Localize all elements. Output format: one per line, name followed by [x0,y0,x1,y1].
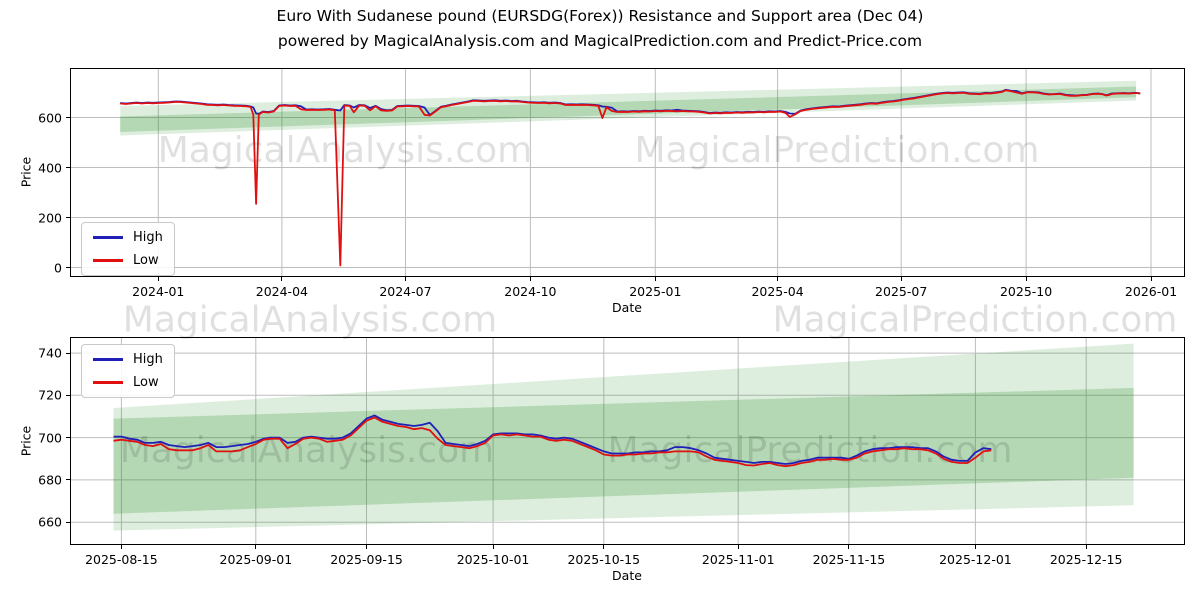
overview-legend: High Low [81,222,175,276]
figure-title: Euro With Sudanese pound (EURSDG(Forex))… [276,7,924,25]
x-tick-label: 2024-07 [379,284,432,299]
x-tick-mark [603,545,605,549]
y-tick-mark [66,267,70,268]
bottom-x-axis-label: Date [612,568,642,583]
high-line-swatch [93,358,123,361]
legend-label-high: High [133,352,163,367]
y-tick-label: 0 [54,260,62,275]
inner-band [120,86,1137,132]
y-tick-label: 200 [38,210,62,225]
x-tick-mark [737,545,739,549]
low-line-swatch [93,381,123,384]
y-tick-mark [66,479,70,481]
x-tick-label: 2024-10 [504,284,557,299]
x-tick-label: 2024-04 [255,284,308,299]
x-tick-label: 2025-10 [999,284,1053,299]
x-tick-label: 2025-01 [629,284,682,299]
y-tick-mark [66,167,70,168]
x-tick-mark [281,277,283,281]
y-tick-label: 400 [38,160,62,175]
x-tick-label: 2025-11-01 [701,552,775,567]
x-tick-label: 2025-12-01 [939,552,1012,567]
x-tick-mark [529,277,531,281]
x-tick-mark [120,545,122,549]
high-line-swatch [93,236,123,239]
y-tick-mark [66,217,70,218]
plot-border [70,337,1185,545]
outer-band [120,80,1137,136]
low-line [113,416,992,468]
x-tick-mark [1025,277,1027,281]
watermark: MagicalAnalysis.com [158,130,532,171]
watermark: MagicalPrediction.com [772,299,1178,341]
x-tick-label: 2025-09-15 [330,552,403,567]
x-tick-label: 2025-10-01 [456,552,530,567]
x-tick-mark [900,277,902,281]
x-tick-label: 2025-07 [875,284,928,299]
x-tick-label: 2025-10-15 [567,552,641,567]
detail-plot-area: MagicalAnalysis.com MagicalPrediction.com [70,337,1185,545]
y-tick-label: 680 [38,472,62,488]
low-line-swatch [93,259,123,262]
x-tick-mark [1085,545,1087,549]
legend-item-high: High [93,230,163,245]
x-tick-label: 2025-04 [751,284,804,299]
x-tick-label: 2025-11-15 [812,552,886,567]
y-tick-label: 660 [38,514,62,530]
top-x-axis-label: Date [612,300,642,315]
plot-border [70,68,1185,277]
x-tick-mark [492,545,494,549]
x-tick-label: 2025-09-01 [219,552,293,567]
watermark: MagicalPrediction.com [635,130,1040,171]
legend-label-high: High [133,230,163,245]
x-tick-mark [974,545,976,549]
x-tick-label: 2026-01 [1124,284,1178,299]
y-tick-label: 720 [38,387,62,403]
high-line [113,414,992,465]
x-tick-mark [777,277,779,281]
x-tick-label: 2025-12-15 [1049,552,1123,567]
detail-legend: High Low [81,344,175,398]
y-tick-mark [66,352,70,354]
x-tick-mark [848,545,850,549]
y-tick-mark [66,394,70,396]
overview-plot-area: MagicalAnalysis.com MagicalPrediction.com [70,68,1185,277]
low-line [120,89,1141,267]
outer-band [113,343,1134,531]
legend-label-low: Low [133,253,159,268]
y-tick-mark [66,521,70,523]
legend-item-low: Low [93,253,163,268]
x-tick-mark [1150,277,1152,281]
bottom-y-axis-label: Price [18,425,34,457]
figure-subtitle: powered by MagicalAnalysis.com and Magic… [277,32,923,50]
x-tick-label: 2025-08-15 [85,552,158,567]
x-tick-label: 2024-01 [132,284,185,299]
top-y-axis-label: Price [18,156,34,188]
y-tick-label: 600 [38,110,62,125]
y-tick-label: 700 [38,430,62,446]
x-tick-mark [404,277,406,281]
x-tick-mark [255,545,257,549]
x-tick-mark [654,277,656,281]
legend-item-high: High [93,352,163,367]
x-tick-mark [157,277,159,281]
legend-label-low: Low [133,375,159,390]
y-tick-mark [66,437,70,439]
x-tick-mark [366,545,368,549]
watermark: MagicalAnalysis.com [122,299,498,341]
y-tick-mark [66,117,70,118]
legend-item-low: Low [93,375,163,390]
y-tick-label: 740 [38,345,62,361]
